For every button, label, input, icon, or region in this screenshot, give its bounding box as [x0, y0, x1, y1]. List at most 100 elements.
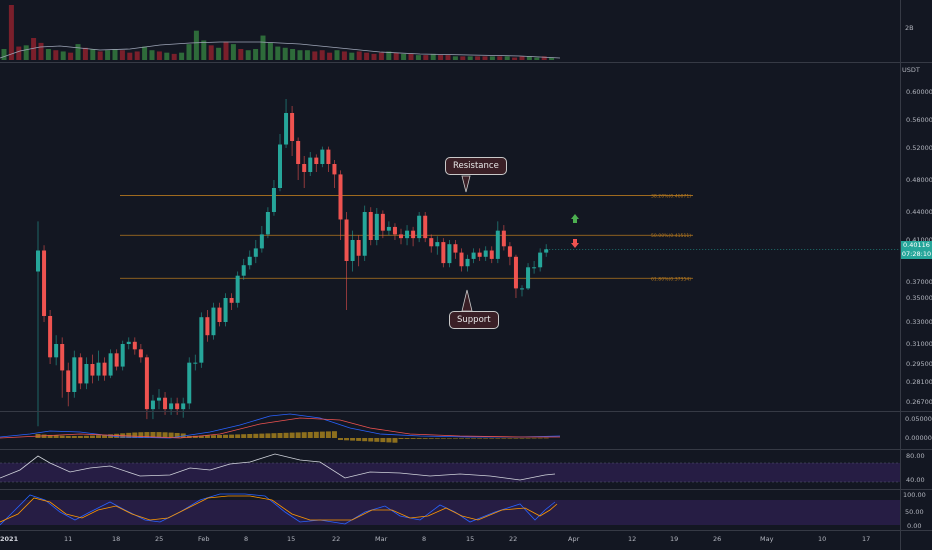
candle [405, 230, 410, 239]
candle [48, 316, 53, 358]
volume-bar [519, 56, 525, 60]
last-price-tag: 0.40116 07:28:10 [901, 241, 932, 259]
macd-histogram-bar [404, 438, 410, 439]
macd-histogram-bar [501, 438, 507, 439]
volume-bar [297, 50, 303, 60]
candle [495, 230, 500, 259]
macd-histogram-bar [307, 432, 313, 438]
time-axis-label: 11 [64, 535, 73, 543]
macd-histogram-bar [156, 432, 162, 438]
candle [114, 353, 119, 367]
macd-pane [0, 413, 561, 443]
macd-histogram-bar [440, 438, 446, 439]
price-axis-label: 0.60000 [906, 88, 932, 96]
macd-histogram-bar [434, 438, 440, 439]
volume-bar [423, 55, 429, 60]
volume-bar [541, 56, 547, 60]
candle [435, 242, 440, 247]
macd-histogram-bar [247, 434, 253, 438]
fib-level-label: 50.00%(0.41511) [651, 233, 691, 239]
volume-bar [260, 35, 266, 60]
pane-separator[interactable] [0, 449, 932, 450]
candle [532, 267, 537, 269]
candle [399, 234, 403, 239]
volume-bar [393, 52, 399, 60]
volume-bar [127, 52, 133, 60]
candle [447, 244, 452, 264]
candle [411, 230, 416, 239]
macd-histogram-bar [47, 434, 53, 438]
time-axis-label: 19 [670, 535, 679, 543]
volume-bar [534, 57, 540, 60]
support-callout[interactable]: Support [449, 311, 499, 329]
macd-histogram-bar [452, 438, 458, 439]
pane-separator[interactable] [0, 62, 932, 63]
time-axis-label: 8 [244, 535, 249, 543]
candle [544, 249, 549, 253]
rsi-pane [0, 453, 900, 483]
volume-bar [53, 50, 59, 60]
support-label: Support [457, 315, 491, 325]
macd-histogram-bar [217, 435, 222, 438]
macd-histogram-bar [446, 438, 452, 439]
candle [84, 364, 89, 384]
macd-histogram-bar [392, 438, 398, 443]
macd-histogram-bar [319, 431, 325, 438]
macd-histogram-bar [331, 431, 337, 438]
volume-bar [401, 53, 407, 60]
volume-bar [238, 49, 244, 60]
volume-bar [489, 56, 495, 60]
macd-histogram-bar [362, 438, 368, 442]
price-axis-label: 0.48000 [906, 176, 932, 184]
candle [54, 344, 59, 358]
up-arrow-icon [571, 214, 579, 223]
volume-bar [216, 47, 222, 60]
volume-bar [60, 51, 66, 60]
candle [144, 357, 149, 410]
time-axis-label: May [760, 535, 774, 543]
macd-histogram-bar [253, 433, 259, 438]
volume-bar [156, 51, 162, 60]
candle [102, 362, 107, 376]
volume-bar [415, 55, 421, 60]
volume-bar [482, 56, 488, 60]
fib-level-label: 38.20%(0.46071) [651, 193, 691, 199]
macd-histogram-bar [65, 435, 71, 438]
macd-histogram-bar [204, 435, 210, 438]
macd-histogram-bar [241, 434, 247, 438]
macd-histogram-bar [210, 435, 216, 438]
candle [205, 317, 210, 336]
volume-bar [82, 47, 88, 60]
candle [483, 250, 488, 257]
macd-histogram-bar [289, 432, 295, 438]
price-axis-label: 0.29500 [906, 360, 932, 368]
macd-histogram-bar [174, 432, 180, 438]
macd-histogram-bar [471, 438, 477, 439]
candle [211, 307, 216, 336]
candle [526, 267, 531, 289]
volume-bar [105, 50, 111, 60]
macd-histogram-bar [102, 434, 108, 438]
macd-histogram-bar [543, 437, 549, 439]
macd-histogram-bar [465, 438, 471, 439]
macd-histogram-bar [150, 432, 156, 438]
price-axis-label: 0.41000 [906, 236, 932, 244]
volume-bar [290, 49, 296, 60]
candle [265, 212, 270, 235]
volume-bar [497, 56, 503, 60]
candle [193, 362, 198, 364]
candle [465, 258, 470, 267]
price-axis-label: 0.35000 [906, 294, 932, 302]
macd-histogram-bar [489, 438, 495, 439]
candle [386, 226, 391, 231]
time-axis-label: 22 [509, 535, 518, 543]
pane-separator[interactable] [0, 411, 932, 412]
resistance-callout[interactable]: Resistance [445, 157, 507, 175]
chart-canvas[interactable]: 38.20%(0.46071) 50.00%(0.41511) 61.80%(0.3… [0, 0, 900, 550]
time-axis-label: 15 [466, 535, 475, 543]
stoch-band [0, 500, 900, 525]
pane-separator[interactable] [0, 489, 932, 490]
macd-histogram-bar [168, 432, 174, 438]
time-axis-label: 25 [155, 535, 164, 543]
macd-histogram-bar [513, 438, 519, 439]
